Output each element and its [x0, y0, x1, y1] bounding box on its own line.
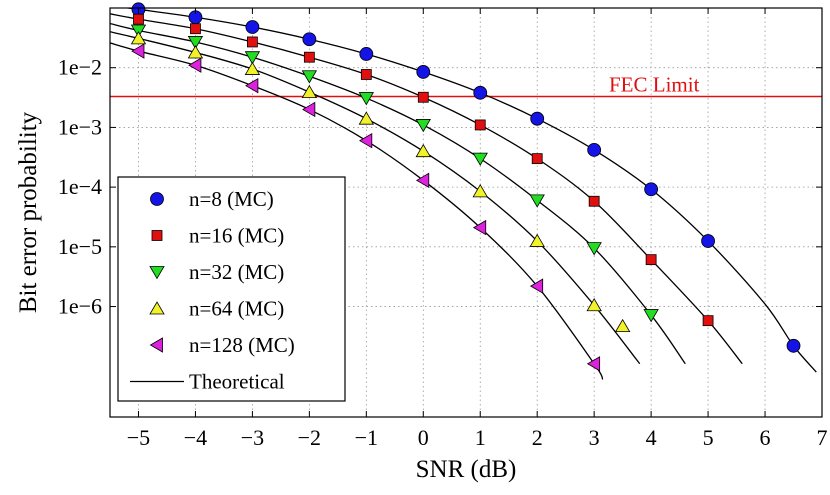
data-point-triangle-up	[244, 61, 261, 75]
data-point-triangle-down	[358, 92, 375, 106]
x-tick-label: 5	[703, 425, 714, 450]
y-tick-label: 1e−4	[58, 174, 102, 199]
theoretical-curve	[110, 42, 604, 380]
legend-box	[117, 176, 346, 402]
data-point-circle	[701, 234, 715, 248]
data-point-triangle-left	[131, 43, 145, 59]
legend-marker-triangle-down	[149, 266, 165, 280]
data-point-square	[303, 51, 315, 63]
legend: n=8 (MC) n=16 (MC) n=32 (MC) n=64 (MC) n=128…	[117, 176, 346, 402]
fec-limit-label: FEC Limit	[609, 72, 700, 96]
data-point-triangle-down	[415, 119, 431, 133]
x-tick-label: −3	[241, 425, 264, 450]
data-point-triangle-down	[187, 36, 204, 50]
x-axis-title: SNR (dB)	[416, 456, 517, 483]
data-point-circle	[359, 47, 374, 61]
data-point-triangle-up	[472, 184, 488, 198]
data-point-triangle-down	[301, 70, 318, 84]
y-tick-label: 1e−5	[58, 234, 102, 259]
mc-markers	[130, 2, 801, 372]
y-axis-title: Bit error probability	[15, 111, 42, 313]
legend-label: n=64 (MC)	[189, 297, 284, 321]
legend-label: n=32 (MC)	[189, 260, 284, 284]
x-tick-label: 2	[532, 425, 543, 450]
data-point-triangle-left	[188, 57, 202, 73]
data-point-triangle-up	[614, 318, 631, 333]
x-tick-label: 4	[646, 425, 657, 450]
x-tick-label: 7	[817, 425, 828, 450]
data-point-square	[190, 23, 201, 35]
data-point-triangle-left	[586, 356, 601, 372]
data-point-circle	[587, 143, 602, 157]
data-point-square	[531, 153, 543, 165]
data-point-triangle-left	[472, 219, 487, 236]
legend-theoretical-label: Theoretical	[189, 370, 285, 394]
data-point-triangle-down	[529, 194, 545, 208]
data-point-triangle-left	[529, 278, 544, 294]
data-point-triangle-down	[130, 24, 147, 38]
legend-marker-triangle-up	[149, 301, 165, 315]
data-point-square	[588, 195, 600, 207]
x-tick-label: 3	[589, 425, 600, 450]
theoretical-curve	[110, 31, 641, 365]
data-point-triangle-up	[358, 111, 375, 125]
x-tick-labels: −5 −4 −3 −2 −1 0 1 2 3 4 5 6 7	[127, 425, 828, 450]
theoretical-curve	[123, 8, 817, 373]
data-point-square	[417, 91, 429, 103]
data-point-circle	[245, 20, 260, 34]
y-tick-label: 1e−2	[58, 55, 102, 80]
data-point-triangle-left	[359, 132, 373, 149]
data-point-triangle-up	[415, 143, 431, 158]
data-point-triangle-up	[301, 84, 318, 99]
legend-marker-triangle-left	[149, 337, 163, 353]
fec-limit: FEC Limit	[110, 72, 822, 98]
data-point-triangle-up	[187, 45, 204, 59]
data-point-square	[645, 254, 657, 266]
data-point-triangle-up	[529, 233, 545, 247]
y-tick-labels: 1e−2 1e−3 1e−4 1e−5 1e−6	[58, 55, 102, 319]
data-point-square	[360, 69, 372, 80]
data-point-triangle-left	[245, 77, 259, 94]
data-point-triangle-left	[302, 101, 316, 118]
legend-label: n=128 (MC)	[189, 333, 295, 357]
x-tick-label: 0	[418, 425, 429, 450]
data-point-square	[474, 119, 486, 131]
plot-frame	[109, 7, 823, 418]
data-point-triangle-down	[472, 152, 488, 166]
x-tick-label: −1	[355, 425, 378, 450]
data-point-circle	[302, 32, 317, 47]
data-point-triangle-up	[586, 297, 602, 312]
x-tick-label: 1	[475, 425, 486, 450]
y-tick-label: 1e−6	[58, 294, 102, 319]
x-tick-label: −4	[184, 425, 207, 450]
x-tick-label: −2	[298, 425, 321, 450]
data-point-square	[246, 36, 258, 48]
data-point-triangle-down	[643, 309, 659, 323]
legend-label: n=8 (MC)	[189, 187, 274, 211]
x-tick-label: 6	[760, 425, 771, 450]
data-point-circle	[644, 182, 659, 197]
data-point-square	[702, 315, 714, 327]
x-tick-label: −5	[127, 425, 150, 450]
legend-marker-square	[151, 230, 163, 241]
data-point-circle	[473, 85, 488, 100]
data-point-circle	[786, 338, 801, 353]
legend-label: n=16 (MC)	[189, 224, 284, 248]
data-point-circle	[530, 111, 545, 126]
y-tick-label: 1e−3	[58, 114, 102, 139]
data-point-triangle-down	[244, 51, 261, 65]
legend-marker-circle	[150, 192, 164, 206]
axis-ticks	[110, 8, 823, 417]
data-point-triangle-down	[586, 242, 602, 256]
data-point-triangle-left	[415, 172, 430, 189]
data-point-square	[133, 13, 144, 25]
data-point-circle	[416, 65, 431, 79]
data-point-triangle-up	[130, 31, 147, 45]
